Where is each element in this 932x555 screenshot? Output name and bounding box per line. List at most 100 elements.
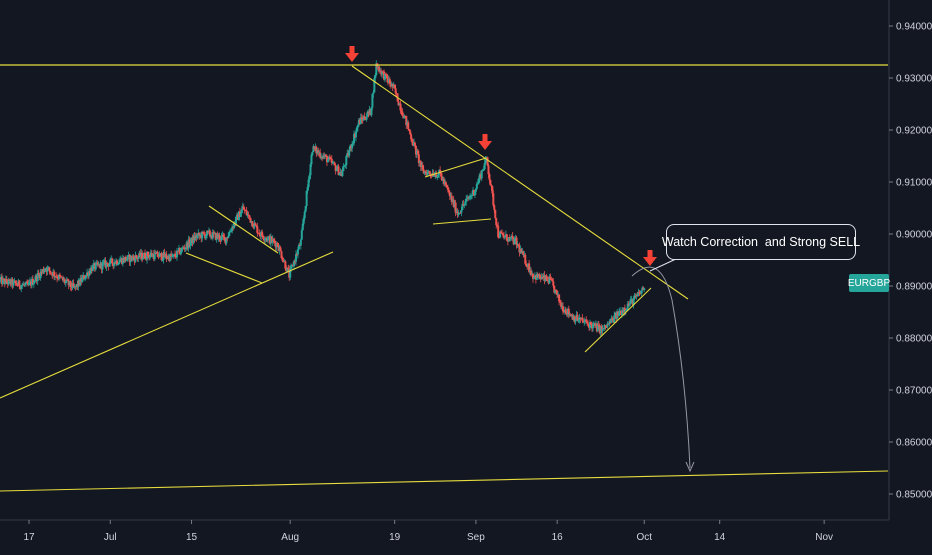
horizontal-support-line[interactable] [0,470,889,492]
candle-body [583,321,586,323]
candle-body [142,257,145,260]
candle-body [480,170,483,179]
candle-body [326,159,329,163]
candle-body [590,322,593,325]
candle-body [39,271,42,278]
candle-body [345,156,348,165]
candle-body [463,204,466,206]
candle-body [300,230,303,240]
candle-body [490,185,493,187]
candle-body [603,325,606,330]
candle-body [515,237,518,246]
candle-body [12,280,15,286]
projection-path[interactable] [631,266,691,469]
correction-channel-line[interactable] [584,287,652,353]
candle-body [407,122,410,130]
candle-body [337,166,340,176]
candle-body [225,237,228,244]
candle-body [43,270,46,273]
candle-body [488,174,491,180]
sep-flag-upper[interactable] [424,157,487,178]
candle-body [403,115,406,119]
candle-body [16,284,19,286]
candle-body [206,230,209,236]
time-tick-label: Aug [281,532,299,543]
candle-body [40,271,43,273]
july-flag-upper[interactable] [208,205,279,254]
candle-body [101,262,104,270]
candle-body [289,268,292,278]
candle-body [405,115,408,126]
candle-body [601,328,604,332]
candle-body [576,314,579,321]
price-tick-label: 0.90000 [896,230,932,241]
candle-body [446,187,449,190]
candle-body [248,215,251,218]
candle-body [58,274,61,279]
price-tick-label: 0.89000 [896,282,932,293]
candle-body [36,273,39,281]
candle-body [228,232,231,236]
candle-body [249,217,252,223]
time-tick-label: Sep [467,532,485,543]
candle-body [553,285,556,293]
candle-body [160,253,163,261]
candle-body [14,280,17,284]
candle-body [464,201,467,205]
candle-body [363,116,366,119]
callout-box[interactable]: Watch Correction and Strong SELL [662,224,860,260]
sell-marker-arrow [478,134,492,150]
candle-body [409,130,412,135]
descending-trendline[interactable] [351,65,689,300]
candle-body [541,276,544,278]
candle-body [494,209,497,219]
candle-body [311,151,314,155]
candle-body [493,205,496,210]
candle-body [348,150,351,156]
time-tick-label: 14 [714,532,726,543]
candle-body [538,274,541,279]
candle-body [308,175,311,180]
price-tick-label: 0.93000 [896,74,932,85]
price-tick-label: 0.85000 [896,490,932,501]
candle-body [633,295,636,299]
sep-flag-lower[interactable] [432,218,492,225]
candle-body [189,241,192,246]
candle-body [356,125,359,128]
price-axis[interactable]: 0.94000 0.93000 0.92000 0.91000 0.90000 0.890… [889,22,932,501]
candle-body [25,281,28,285]
candle-body [417,154,420,163]
candle-body [597,324,600,326]
candle-body [156,251,159,257]
time-axis[interactable]: 17 Jul 15 Aug 19 Sep 16 Oct 14 Nov [23,520,833,543]
candle-body [63,279,66,283]
candle-body [618,312,621,316]
july-flag-lower[interactable] [185,252,263,284]
candle-body [457,213,460,215]
candle-body [411,139,414,143]
candle-body [483,163,486,170]
candle-body [293,260,296,267]
candle-body [201,231,204,239]
candle-body [245,210,248,216]
candle-body [7,279,10,285]
candle-body [33,280,36,283]
candle-body [141,252,144,260]
candle-body [491,186,494,194]
candle-body [507,237,510,242]
candle-body [21,285,24,287]
candle-body [372,92,375,94]
candle-body [511,235,514,239]
candle-body [211,232,214,239]
candle-body [37,273,40,275]
price-tick-label: 0.92000 [896,126,932,137]
candle-body [522,251,525,256]
candle-body [184,247,187,250]
candle-body [230,231,233,233]
candle-body [421,164,424,170]
candle-body [235,216,238,224]
candle-body [208,230,211,237]
rising-trendline[interactable] [0,251,334,399]
